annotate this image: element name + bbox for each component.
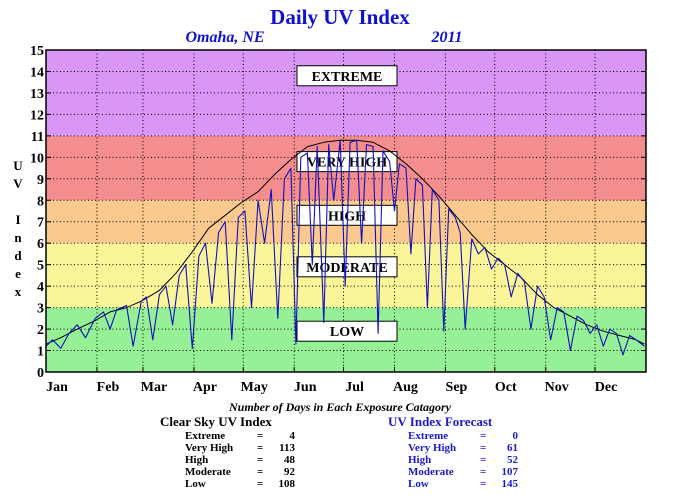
forecast-series-line — [45, 139, 645, 356]
stat-value: 61 — [507, 442, 518, 454]
stat-value: 145 — [501, 478, 519, 490]
clear-sky-series-line — [45, 139, 645, 345]
stat-equals: = — [480, 478, 487, 490]
stat-label: Low — [408, 478, 429, 490]
y-tick-label: 8 — [37, 194, 44, 209]
band-label: VERY HIGH — [307, 156, 387, 171]
x-tick-label: Feb — [97, 380, 120, 395]
forecast-stat-row: High = 52 — [388, 454, 518, 466]
stat-label: Extreme — [408, 430, 449, 442]
x-tick-label: Apr — [193, 380, 217, 395]
location-label: Omaha, NE — [185, 29, 264, 46]
forecast-stat-row: Low = 145 — [388, 478, 518, 490]
y-tick-label: 9 — [37, 173, 44, 188]
x-axis-ticks: Jan Feb Mar Apr May Jun Jul Aug Sep Oct Nov Dec — [45, 367, 618, 395]
forecast-stat-row: Extreme = 0 — [388, 430, 518, 442]
stat-equals: = — [257, 478, 264, 490]
y-tick-label: 13 — [30, 87, 44, 102]
stat-equals: = — [480, 466, 487, 478]
y-tick-label: 10 — [30, 151, 44, 166]
y-tick-label: 4 — [37, 280, 44, 295]
band-label-box — [296, 65, 398, 87]
stat-label: High — [408, 454, 432, 466]
y-tick-label: 6 — [37, 237, 44, 252]
x-tick-label: Aug — [393, 380, 418, 395]
chart-title: Daily UV Index — [270, 5, 410, 29]
stat-value: 108 — [278, 478, 296, 490]
stat-equals: = — [480, 454, 487, 466]
x-tick-label: Sep — [446, 380, 468, 395]
stat-label: Low — [185, 478, 206, 490]
stat-label: Very High — [185, 442, 234, 454]
y-tick-label: 14 — [30, 65, 44, 80]
band-label: LOW — [330, 325, 364, 340]
stat-equals: = — [257, 442, 264, 454]
x-tick-label: Jun — [294, 380, 317, 395]
clear-sky-stat-row: Low = 108 — [160, 478, 295, 490]
y-tick-label: 0 — [37, 366, 44, 381]
y-tick-label: 3 — [37, 302, 44, 317]
x-tick-label: Dec — [595, 380, 618, 395]
clear-sky-stat-row: High = 48 — [160, 454, 295, 466]
stat-value: 52 — [507, 454, 518, 466]
stat-label: Very High — [408, 442, 457, 454]
forecast-header: UV Index Forecast — [388, 414, 493, 429]
stat-label: High — [185, 454, 209, 466]
clear-sky-stat-row: Very High = 113 — [160, 442, 295, 454]
stat-equals: = — [257, 466, 264, 478]
x-tick-label: Oct — [495, 380, 517, 395]
stat-equals: = — [257, 454, 264, 466]
forecast-stat-row: Moderate = 107 — [388, 466, 518, 478]
band-label-box — [296, 151, 398, 173]
stat-value: 113 — [279, 442, 295, 454]
clear-sky-stat-row: Moderate = 92 — [160, 466, 295, 478]
y-tick-label: 12 — [30, 108, 44, 123]
band-extreme — [46, 50, 646, 136]
y-tick-label: 2 — [37, 323, 44, 338]
clear-sky-stats: Clear Sky UV Index Extreme = 4 Very High = 11… — [160, 414, 295, 491]
stat-equals: = — [480, 430, 487, 442]
forecast-stats: UV Index Forecast Extreme = 0 Very High = 61 H… — [388, 414, 518, 491]
y-tick-label: 11 — [31, 130, 44, 145]
forecast-stat-row: Very High = 61 — [388, 442, 518, 454]
stat-equals: = — [480, 442, 487, 454]
band-label: MODERATE — [306, 261, 387, 276]
clear-sky-stat-row: Extreme = 4 — [160, 430, 295, 442]
series-lines — [45, 139, 645, 356]
y-tick-label: 1 — [37, 345, 44, 360]
band-label: EXTREME — [312, 70, 383, 85]
band-label-box — [296, 320, 398, 342]
x-tick-label: May — [241, 380, 268, 395]
x-tick-label: Jul — [345, 380, 364, 395]
y-tick-label: 15 — [30, 44, 44, 59]
stat-value: 0 — [512, 430, 519, 442]
stat-value: 107 — [501, 466, 519, 478]
days-caption: Number of Days in Each Exposure Catagory — [228, 400, 452, 414]
y-tick-label: 7 — [37, 216, 44, 231]
stat-label: Moderate — [185, 466, 231, 478]
year-label: 2011 — [430, 29, 462, 46]
stat-value: 4 — [289, 430, 296, 442]
plot-frame — [45, 49, 647, 373]
stat-value: 48 — [284, 454, 295, 466]
x-tick-label: Mar — [141, 380, 167, 395]
stat-value: 92 — [284, 466, 295, 478]
y-axis-label: U V I n d e x — [13, 158, 23, 299]
stat-label: Moderate — [408, 466, 454, 478]
y-tick-label: 5 — [37, 259, 44, 274]
clear-sky-header: Clear Sky UV Index — [160, 414, 272, 429]
stat-label: Extreme — [185, 430, 226, 442]
x-tick-label: Jan — [46, 380, 68, 395]
stat-equals: = — [257, 430, 264, 442]
x-tick-label: Nov — [545, 380, 569, 395]
